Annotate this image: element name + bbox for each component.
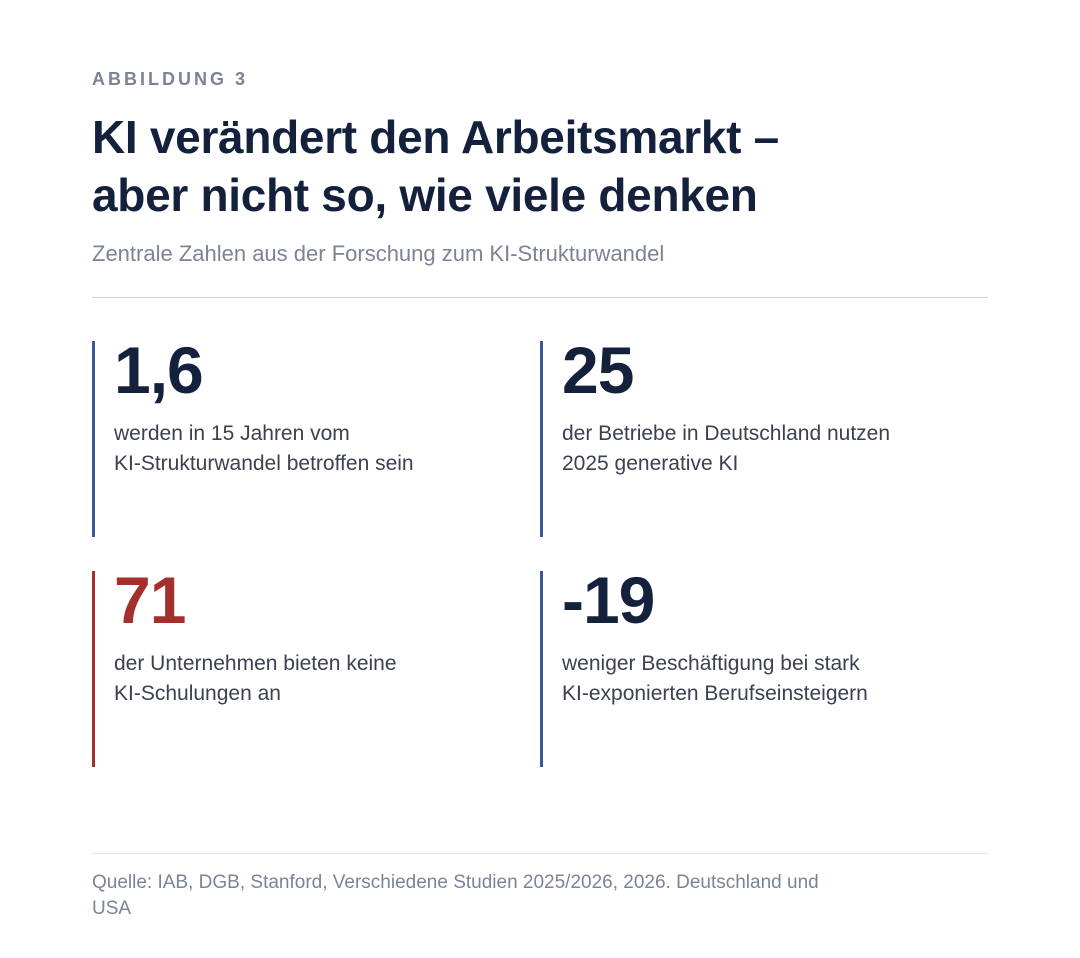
figure-eyebrow: ABBILDUNG 3 <box>92 69 249 89</box>
stat-value: 71 <box>114 563 186 637</box>
source-note-line: Quelle: IAB, DGB, Stanford, Verschiedene… <box>92 872 819 893</box>
figure-title-line-2: aber nicht so, wie viele denken <box>92 169 758 221</box>
stat-description-line: werden in 15 Jahren vom <box>114 422 350 445</box>
stat-value: 25 <box>562 333 634 407</box>
stat-description-line: der Betriebe in Deutschland nutzen <box>562 422 891 445</box>
stat-description-line: KI-exponierten Berufseinsteigern <box>562 682 868 705</box>
stat-card-accent-bar <box>92 571 95 767</box>
stat-card-accent-bar <box>540 571 543 767</box>
figure-title-line-1: KI verändert den Arbeitsmarkt – <box>92 111 779 163</box>
stat-card-accent-bar <box>540 341 543 537</box>
source-note: Quelle: IAB, DGB, Stanford, Verschiedene… <box>92 870 988 922</box>
source-note-line: USA <box>92 898 132 919</box>
stat-card-affected: 1,6 werden in 15 Jahren vom KI-Strukturw… <box>92 337 514 537</box>
stat-card-accent-bar <box>92 341 95 537</box>
figure-title: KI verändert den Arbeitsmarkt – aber nic… <box>92 108 992 224</box>
stat-card-no-training: 71 der Unternehmen bieten keine KI-Schul… <box>92 567 514 767</box>
bottom-divider <box>92 853 988 854</box>
stat-description: werden in 15 Jahren vom KI-Strukturwande… <box>114 419 514 479</box>
top-divider <box>92 297 988 298</box>
stat-description: der Unternehmen bieten keine KI-Schulung… <box>114 649 514 709</box>
stat-value: 1,6 <box>114 333 204 407</box>
figure-subtitle: Zentrale Zahlen aus der Forschung zum KI… <box>92 241 665 266</box>
stat-description: der Betriebe in Deutschland nutzen 2025 … <box>562 419 962 479</box>
stat-description-line: der Unternehmen bieten keine <box>114 652 397 675</box>
stat-description-line: weniger Beschäftigung bei stark <box>562 652 860 675</box>
stat-card-genai-usage: 25 der Betriebe in Deutschland nutzen 20… <box>540 337 962 537</box>
stat-description-line: 2025 generative KI <box>562 452 739 475</box>
stat-description-line: KI-Strukturwandel betroffen sein <box>114 452 414 475</box>
stat-description: weniger Beschäftigung bei stark KI-expon… <box>562 649 962 709</box>
stat-description-line: KI-Schulungen an <box>114 682 281 705</box>
stat-value: -19 <box>562 563 655 637</box>
figure-container: ABBILDUNG 3 KI verändert den Arbeitsmark… <box>92 0 988 958</box>
stat-card-entry-employment: -19 weniger Beschäftigung bei stark KI-e… <box>540 567 962 767</box>
